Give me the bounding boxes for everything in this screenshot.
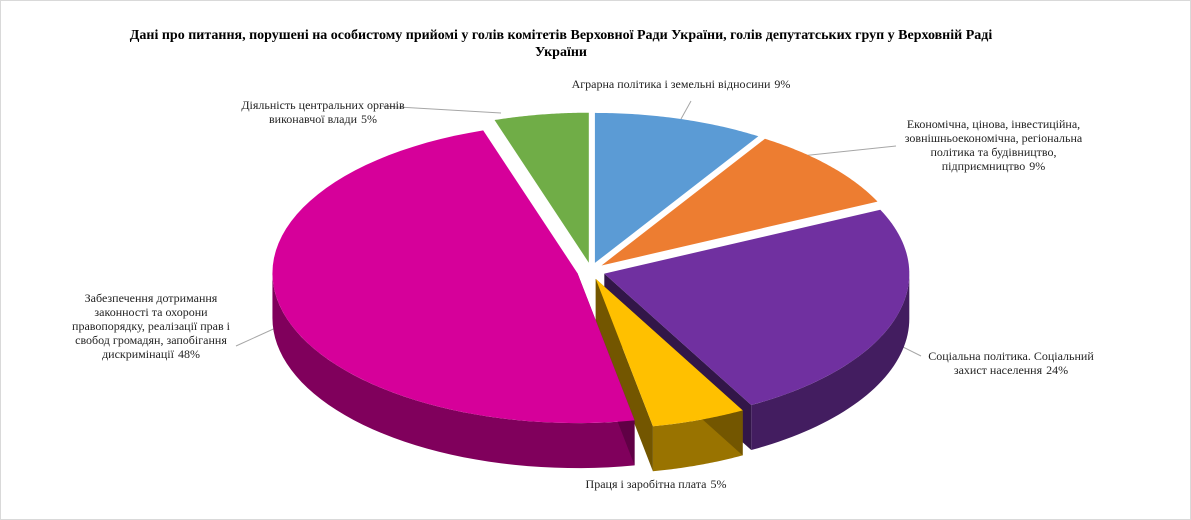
slice bbox=[494, 112, 589, 263]
leader-line bbox=[680, 100, 692, 120]
slice-label: Праця і заробітна плата 5% bbox=[566, 477, 746, 491]
value-label: 5% bbox=[710, 477, 727, 491]
slice-side bbox=[272, 273, 635, 469]
slice-cut bbox=[595, 278, 653, 472]
slice bbox=[595, 278, 743, 427]
category-label: Економічна, цінова, інвестиційна, зовніш… bbox=[904, 117, 1083, 173]
value-label: 9% bbox=[1029, 159, 1046, 173]
category-label: Забезпечення дотримання законності та ох… bbox=[72, 291, 230, 361]
value-label: 5% bbox=[360, 112, 377, 126]
slice-label: Забезпечення дотримання законності та ох… bbox=[61, 291, 241, 361]
slice-tops bbox=[272, 112, 910, 427]
value-label: 48% bbox=[177, 347, 200, 361]
category-label: Діяльність центральних органів виконавчо… bbox=[241, 98, 405, 126]
category-label: Аграрна політика і земельні відносини bbox=[571, 77, 771, 91]
slice bbox=[604, 209, 910, 406]
slice bbox=[601, 138, 878, 266]
value-label: 9% bbox=[774, 77, 791, 91]
slice bbox=[272, 130, 635, 424]
slice-side bbox=[751, 273, 910, 451]
leader-line bbox=[380, 105, 502, 114]
category-label: Соціальна політика. Соціальний захист на… bbox=[928, 349, 1094, 377]
slice-label: Діяльність центральних органів виконавчо… bbox=[223, 98, 423, 126]
category-label: Праця і заробітна плата bbox=[585, 477, 707, 491]
value-label: 24% bbox=[1046, 363, 1069, 377]
slice-label: Соціальна політика. Соціальний захист на… bbox=[916, 349, 1106, 377]
slice-label: Економічна, цінова, інвестиційна, зовніш… bbox=[886, 117, 1101, 173]
slice bbox=[594, 112, 759, 263]
leader-line bbox=[800, 145, 897, 157]
slice-label: Аграрна політика і земельні відносини 9% bbox=[561, 77, 801, 91]
chart-title: Дані про питання, порушені на особистому… bbox=[129, 28, 993, 60]
